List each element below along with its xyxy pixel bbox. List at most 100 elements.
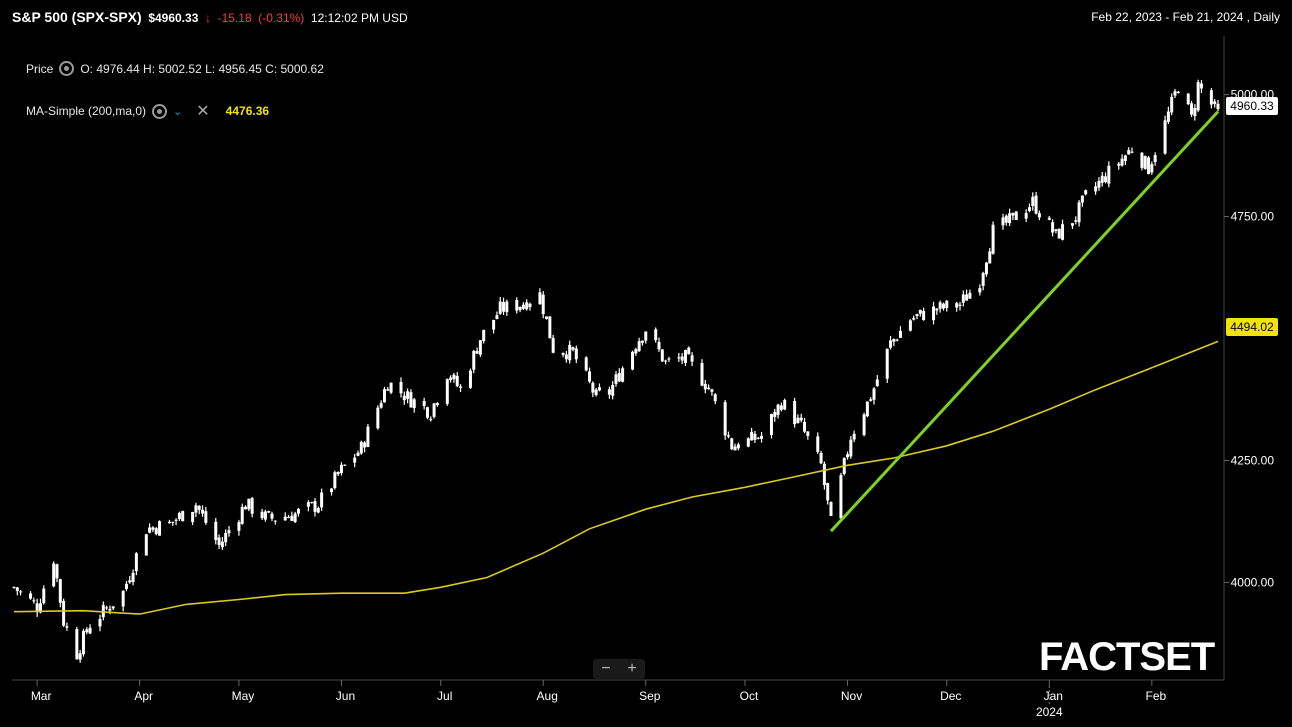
chevron-down-icon[interactable]: ⌄: [173, 105, 183, 118]
x-tick-label: Dec: [940, 689, 961, 703]
price-bar-body: [991, 224, 995, 254]
price-bar-body: [826, 482, 830, 501]
ohlc-values: O: 4976.44 H: 5002.52 L: 4956.45 C: 5000…: [80, 61, 324, 76]
price-bar-body: [1196, 82, 1200, 111]
price-bar-body: [657, 341, 661, 350]
price-bar-body: [293, 513, 297, 522]
x-tick-label: Feb: [1146, 689, 1167, 703]
close-icon[interactable]: ✕: [196, 103, 210, 120]
price-bar-body: [1004, 215, 1008, 223]
x-tick-label: Jun: [336, 689, 355, 703]
price-bar-body: [892, 338, 896, 342]
ma-price-tag-text: 4494.02: [1230, 320, 1274, 334]
gear-icon[interactable]: [59, 61, 75, 76]
price-bar-body: [713, 394, 717, 402]
price-bar-body: [406, 391, 410, 399]
price-bar-body: [382, 389, 386, 403]
price-bar-body: [409, 392, 413, 408]
price-bar-body: [435, 402, 439, 406]
price-bar-body: [1193, 107, 1197, 117]
price-bar-body: [733, 446, 737, 451]
price-bar-body: [75, 629, 79, 660]
price-change: -15.18: [217, 11, 252, 25]
price-bar-body: [961, 294, 965, 303]
price-bar-body: [88, 627, 92, 634]
price-bar-body: [574, 348, 578, 360]
date-range[interactable]: Feb 22, 2023 - Feb 21, 2024 , Daily: [1091, 10, 1280, 24]
price-bar-body: [111, 606, 115, 609]
price-bar-body: [81, 630, 85, 655]
price-bar-body: [306, 502, 310, 507]
price-bar-body: [154, 528, 158, 534]
price-bar-body: [78, 653, 82, 660]
price-bar-body: [875, 379, 879, 387]
price-bar-body: [515, 300, 519, 311]
price-bar-body: [773, 411, 777, 418]
price-bar-body: [214, 521, 218, 540]
price-bar-body: [177, 512, 181, 520]
price-bar-body: [38, 603, 42, 613]
down-arrow-icon: ↓: [205, 11, 211, 25]
price-bar-body: [1190, 103, 1194, 115]
x-tick-label: Nov: [841, 689, 862, 703]
price-bar-body: [1054, 229, 1058, 232]
price-bar-body: [955, 303, 959, 308]
price-bar-body: [1153, 155, 1157, 163]
price-bar-body: [538, 292, 542, 305]
zoom-out-button[interactable]: −: [601, 660, 611, 677]
price-bar-body: [1163, 120, 1167, 154]
zoom-controls: − +: [593, 659, 645, 679]
price-bar-body: [915, 314, 919, 316]
price-bar-body: [432, 403, 436, 417]
ma-line: [13, 340, 1219, 615]
price-bar-body: [267, 511, 271, 513]
price-bar-body: [359, 441, 363, 454]
price-bar-body: [237, 522, 241, 531]
price-bar-body: [290, 515, 294, 521]
price-bar-body: [687, 347, 691, 355]
symbol-title[interactable]: S&P 500 (SPX-SPX): [12, 9, 142, 25]
price-bar-body: [1037, 213, 1041, 218]
price-bars: [12, 79, 1220, 663]
price-bar-body: [330, 488, 334, 493]
price-bar-body: [793, 400, 797, 425]
ma-value: 4476.36: [225, 104, 270, 118]
price-bar-body: [528, 303, 532, 308]
price-bar-body: [637, 341, 641, 352]
price-bar-body: [1097, 180, 1101, 188]
price-bar-body: [849, 439, 853, 457]
zoom-in-button[interactable]: +: [627, 660, 637, 677]
y-tick-label: 4000.00: [1231, 575, 1275, 589]
price-bar-body: [445, 379, 449, 404]
price-bar-body: [988, 251, 992, 264]
price-bar-body: [898, 330, 902, 338]
factset-logo: FACTSET: [1039, 635, 1215, 679]
price-bar-body: [545, 316, 549, 319]
price-bar-body: [1150, 164, 1154, 173]
price-bar-body: [869, 399, 873, 401]
price-change-percent: (-0.31%): [258, 11, 305, 25]
price-bar-body: [640, 340, 644, 343]
price-bar-body: [263, 511, 267, 520]
x-tick-label: Jan: [1044, 689, 1063, 703]
price-bar-body: [816, 436, 820, 452]
price-bar-body: [1186, 93, 1190, 105]
price-bar-body: [1001, 217, 1005, 226]
price-bar-body: [1074, 220, 1078, 222]
price-bar-body: [505, 301, 509, 313]
price-bar-body: [15, 587, 19, 592]
price-bar-body: [475, 351, 479, 354]
price-bar-body: [224, 532, 228, 543]
price-bar-body: [1051, 222, 1055, 233]
price-bar-body: [468, 370, 472, 388]
price-bar-body: [1061, 224, 1065, 240]
price-bar-body: [750, 431, 754, 441]
price-bar-body: [42, 588, 46, 604]
price-bar-body: [710, 389, 714, 392]
gear-icon[interactable]: [152, 103, 168, 119]
price-bar-body: [935, 308, 939, 311]
price-bar-body: [1176, 91, 1180, 94]
price-bar-body: [819, 452, 823, 464]
